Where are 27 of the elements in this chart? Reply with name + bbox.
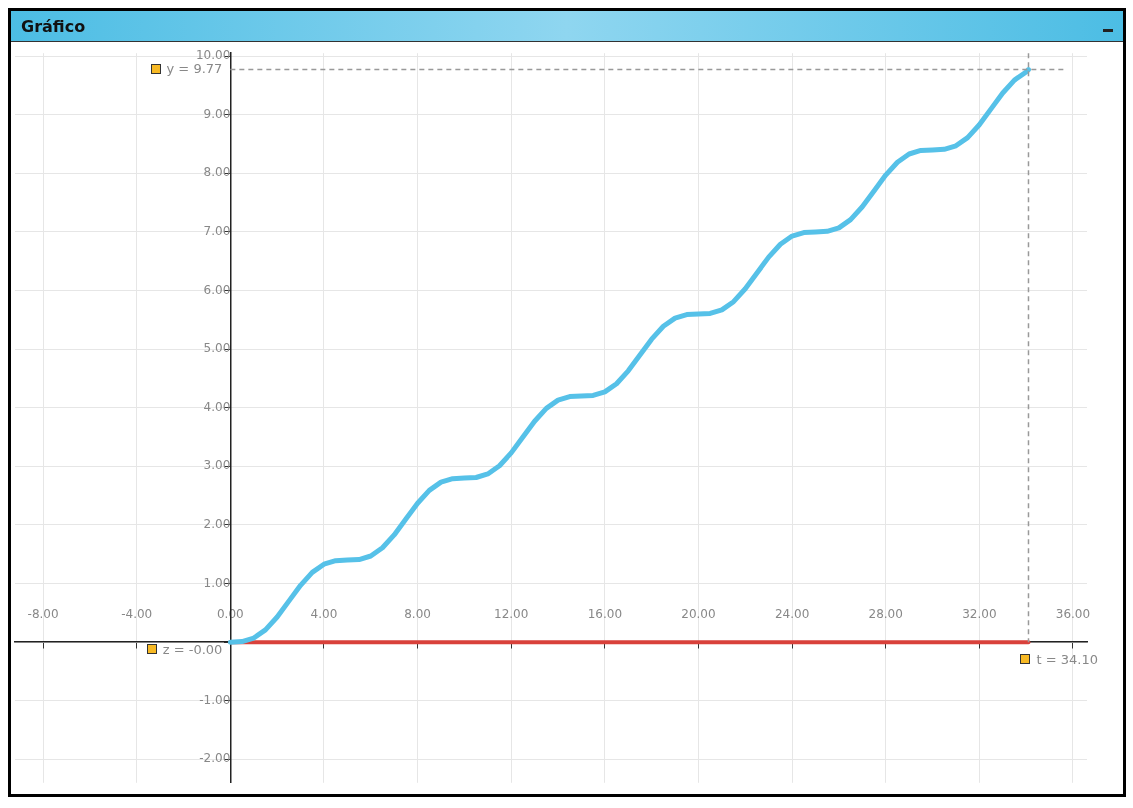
chart-title: Gráfico: [21, 16, 86, 36]
x-tick-label: 16.00: [587, 607, 623, 622]
x-tick-label: 36.00: [1055, 607, 1091, 622]
x-tick-label: 28.00: [868, 607, 903, 622]
x-tick-label: 8.00: [404, 607, 431, 622]
y-tick-label: 9.00: [203, 106, 231, 121]
y-tick-label: 8.00: [203, 165, 231, 180]
annotation: t = 34.10: [1036, 651, 1098, 667]
y-tick-label: -2.00: [199, 751, 231, 766]
y-tick-label: 10.00: [195, 48, 231, 63]
x-tick-label: -4.00: [121, 607, 153, 622]
x-tick-label: 4.00: [310, 607, 338, 622]
y-tick-label: 2.00: [203, 517, 231, 532]
x-tick-label: 20.00: [681, 607, 716, 622]
y-tick-label: -1.00: [199, 692, 231, 707]
x-tick-label: -8.00: [27, 607, 59, 622]
x-tick-label: 24.00: [774, 607, 810, 622]
y-tick-label: 3.00: [203, 458, 231, 473]
y-tick-label: 4.00: [203, 399, 231, 414]
y-tick-label: 1.00: [203, 575, 231, 590]
annotation: z = -0.00: [162, 641, 223, 657]
y-tick-label: 6.00: [203, 282, 231, 297]
x-tick-label: 12.00: [494, 607, 529, 622]
y-tick-label: 5.00: [203, 341, 231, 356]
x-tick-label: 32.00: [962, 607, 997, 622]
annotation: y = 9.77: [166, 60, 223, 76]
y-tick-label: 7.00: [203, 224, 231, 239]
